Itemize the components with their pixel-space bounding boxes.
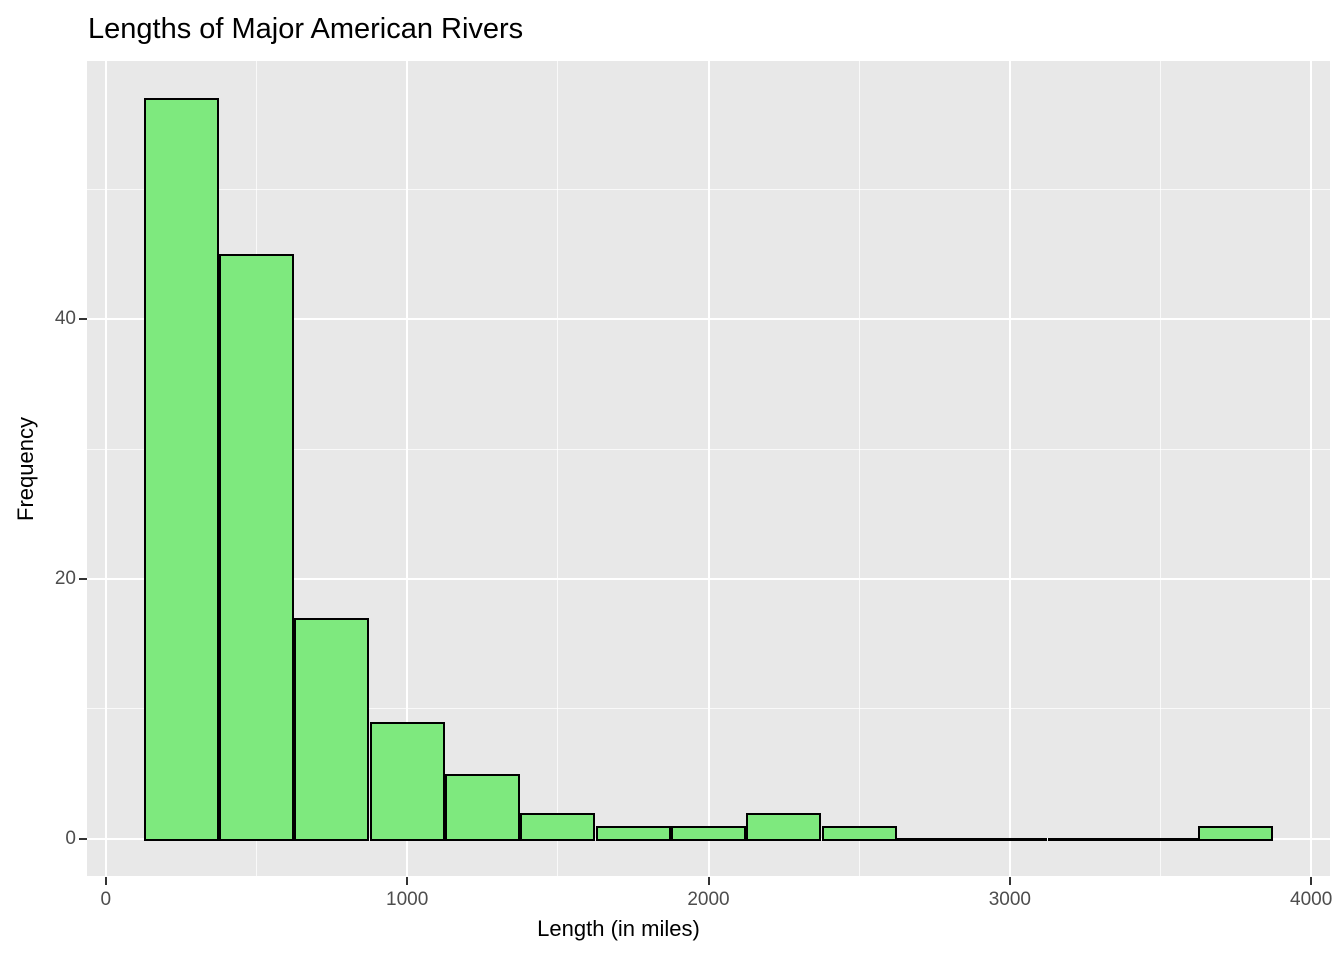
- y-axis-title: Frequency: [13, 416, 38, 521]
- x-axis-tick: [1310, 877, 1313, 885]
- x-tick-label: 1000: [386, 889, 429, 910]
- histogram-bar: [143, 98, 219, 841]
- x-tick-label: 4000: [1290, 889, 1333, 910]
- histogram-bar: [670, 825, 747, 841]
- x-major-gridline: [406, 61, 409, 876]
- histogram-bar: [595, 825, 671, 841]
- histogram-zero-bin: [896, 837, 973, 841]
- histogram-bar: [746, 812, 822, 841]
- x-tick-label: 2000: [687, 889, 730, 910]
- x-tick-label: 3000: [988, 889, 1031, 910]
- x-axis-tick: [1008, 877, 1011, 885]
- x-major-gridline: [1310, 61, 1313, 876]
- y-axis-tick: [79, 577, 87, 580]
- y-axis-tick: [79, 318, 87, 321]
- y-tick-label: 0: [65, 827, 76, 849]
- y-tick-label: 20: [54, 567, 76, 589]
- histogram-bar: [520, 812, 596, 841]
- x-minor-gridline: [557, 61, 559, 876]
- histogram-zero-bin: [1047, 837, 1123, 841]
- y-axis-tick: [79, 837, 87, 840]
- x-minor-gridline: [1160, 61, 1161, 876]
- histogram-bar: [1198, 825, 1274, 841]
- histogram-zero-bin: [1122, 837, 1199, 841]
- x-axis-tick: [104, 877, 107, 885]
- histogram-bar: [369, 721, 445, 841]
- x-axis-tick: [707, 877, 710, 885]
- chart-title: Lengths of Major American Rivers: [88, 13, 524, 45]
- histogram-bar: [294, 617, 370, 841]
- x-minor-gridline: [858, 61, 860, 876]
- histogram-bar: [218, 254, 295, 841]
- histogram-bar: [444, 773, 521, 841]
- histogram-bar: [821, 825, 897, 841]
- x-major-gridline: [1008, 61, 1011, 876]
- plot-panel: [87, 61, 1330, 876]
- x-axis-tick: [406, 877, 409, 885]
- x-major-gridline: [104, 61, 107, 876]
- y-tick-label: 40: [54, 308, 76, 330]
- x-axis-title: Length (in miles): [537, 916, 700, 941]
- x-major-gridline: [707, 61, 710, 876]
- histogram-zero-bin: [972, 837, 1048, 841]
- x-tick-label: 0: [100, 889, 112, 910]
